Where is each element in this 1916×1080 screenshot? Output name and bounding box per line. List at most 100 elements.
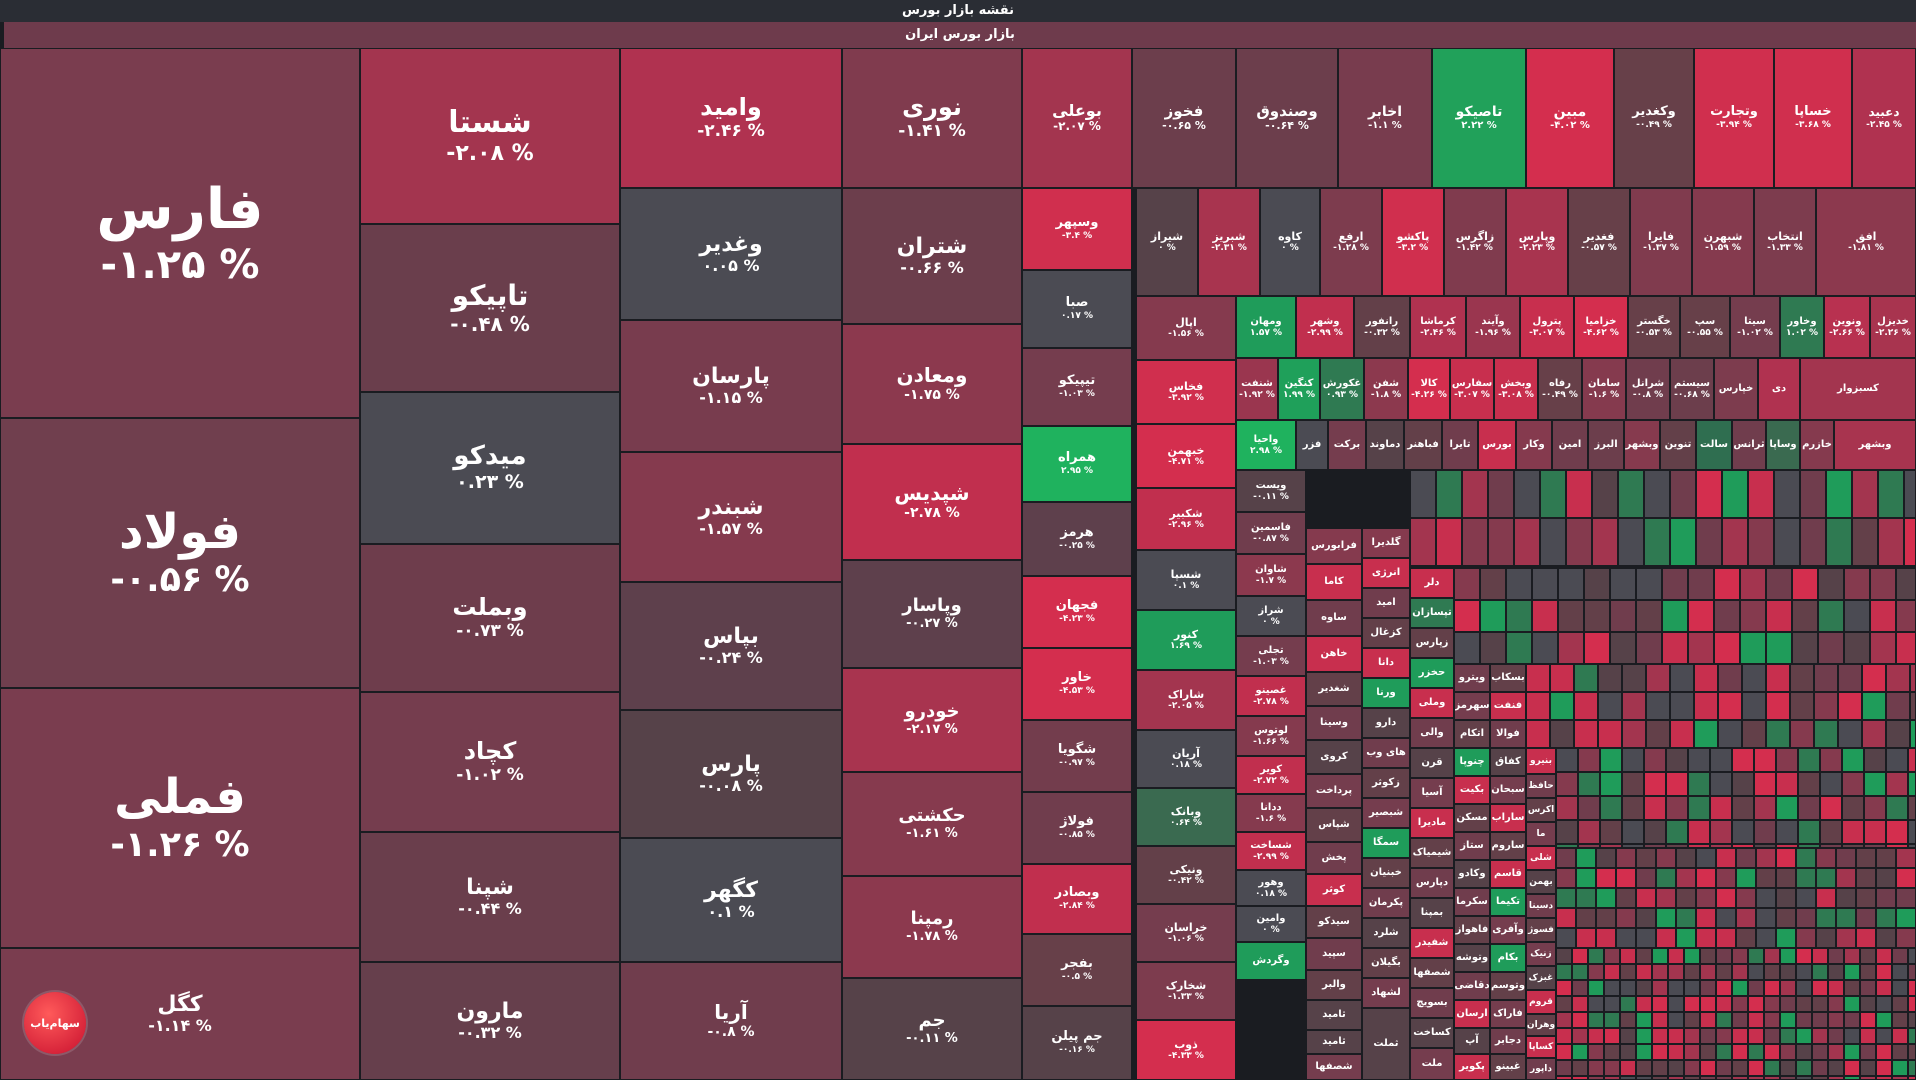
small-stock-tile[interactable]: [1816, 888, 1836, 908]
stock-tile[interactable]: بسکاب: [1490, 664, 1526, 692]
small-stock-tile[interactable]: [1556, 1028, 1572, 1044]
stock-tile[interactable]: ونیکی -۰.۴۲ %: [1136, 846, 1236, 904]
small-stock-tile[interactable]: [1436, 566, 1462, 568]
small-stock-tile[interactable]: [1700, 996, 1716, 1012]
small-stock-tile[interactable]: [1646, 720, 1670, 748]
small-stock-tile[interactable]: [1754, 748, 1776, 772]
small-stock-tile[interactable]: [1908, 948, 1916, 964]
small-stock-tile[interactable]: [1820, 796, 1842, 820]
stock-tile[interactable]: ذوب -۴.۳۳ %: [1136, 1020, 1236, 1080]
small-stock-tile[interactable]: [1796, 908, 1816, 928]
small-stock-tile[interactable]: [1764, 1076, 1780, 1080]
small-stock-tile[interactable]: [1860, 1044, 1876, 1060]
small-stock-tile[interactable]: [1826, 518, 1852, 566]
small-stock-tile[interactable]: [1722, 470, 1748, 518]
small-stock-tile[interactable]: [1892, 980, 1908, 996]
stock-tile[interactable]: قروم: [1526, 990, 1556, 1014]
small-stock-tile[interactable]: [1620, 980, 1636, 996]
small-stock-tile[interactable]: [1540, 518, 1566, 566]
stock-tile[interactable]: وغدیر ۰.۰۵ %: [620, 188, 842, 320]
small-stock-tile[interactable]: [1436, 518, 1462, 566]
small-stock-tile[interactable]: [1776, 908, 1796, 928]
small-stock-tile[interactable]: [1764, 948, 1780, 964]
small-stock-tile[interactable]: [1716, 964, 1732, 980]
stock-tile[interactable]: دانا: [1362, 648, 1410, 678]
small-stock-tile[interactable]: [1636, 1044, 1652, 1060]
small-stock-tile[interactable]: [1688, 820, 1710, 844]
small-stock-tile[interactable]: [1576, 888, 1596, 908]
small-stock-tile[interactable]: [1796, 1060, 1812, 1076]
small-stock-tile[interactable]: [1700, 980, 1716, 996]
small-stock-tile[interactable]: [1710, 820, 1732, 844]
small-stock-tile[interactable]: [1622, 796, 1644, 820]
stock-tile[interactable]: دجابر: [1490, 1028, 1526, 1054]
stock-tile[interactable]: فرابورس: [1306, 528, 1362, 564]
small-stock-tile[interactable]: [1886, 820, 1908, 844]
small-stock-tile[interactable]: [1886, 772, 1908, 796]
small-stock-tile[interactable]: [1670, 692, 1694, 720]
small-stock-tile[interactable]: [1876, 1028, 1892, 1044]
small-stock-tile[interactable]: [1826, 470, 1852, 518]
small-stock-tile[interactable]: [1556, 928, 1576, 948]
stock-tile[interactable]: پرداخت: [1306, 774, 1362, 808]
stock-tile[interactable]: لشهاد: [1362, 978, 1410, 1008]
small-stock-tile[interactable]: [1732, 1044, 1748, 1060]
small-stock-tile[interactable]: [1600, 772, 1622, 796]
stock-tile[interactable]: وتوشه: [1454, 944, 1490, 972]
small-stock-tile[interactable]: [1610, 632, 1636, 664]
small-stock-tile[interactable]: [1688, 844, 1710, 848]
small-stock-tile[interactable]: [1860, 1076, 1876, 1080]
small-stock-tile[interactable]: [1748, 996, 1764, 1012]
stock-tile[interactable]: والی: [1410, 718, 1454, 748]
small-stock-tile[interactable]: [1556, 848, 1576, 868]
small-stock-tile[interactable]: [1816, 928, 1836, 948]
small-stock-tile[interactable]: [1818, 600, 1844, 632]
small-stock-tile[interactable]: [1776, 796, 1798, 820]
small-stock-tile[interactable]: [1540, 566, 1566, 568]
stock-tile[interactable]: بکیت: [1454, 776, 1490, 804]
small-stock-tile[interactable]: [1636, 1028, 1652, 1044]
stock-tile[interactable]: وبشهر: [1834, 420, 1916, 470]
stock-tile[interactable]: آریان ۰.۱۸ %: [1136, 730, 1236, 788]
small-stock-tile[interactable]: [1576, 868, 1596, 888]
stock-tile[interactable]: فوالا: [1490, 720, 1526, 748]
small-stock-tile[interactable]: [1764, 1060, 1780, 1076]
stock-tile[interactable]: امین: [1552, 420, 1588, 470]
small-stock-tile[interactable]: [1748, 964, 1764, 980]
small-stock-tile[interactable]: [1904, 518, 1916, 566]
small-stock-tile[interactable]: [1896, 568, 1916, 600]
small-stock-tile[interactable]: [1578, 772, 1600, 796]
small-stock-tile[interactable]: [1774, 566, 1800, 568]
small-stock-tile[interactable]: [1566, 470, 1592, 518]
small-stock-tile[interactable]: [1892, 964, 1908, 980]
small-stock-tile[interactable]: [1842, 820, 1864, 844]
stock-tile[interactable]: پارسان -۱.۱۵ %: [620, 320, 842, 452]
stock-tile[interactable]: وملی: [1410, 688, 1454, 718]
small-stock-tile[interactable]: [1870, 600, 1896, 632]
small-stock-tile[interactable]: [1588, 1028, 1604, 1044]
small-stock-tile[interactable]: [1716, 996, 1732, 1012]
small-stock-tile[interactable]: [1836, 848, 1856, 868]
stock-tile[interactable]: خدیزل -۲.۲۶ %: [1870, 296, 1916, 358]
small-stock-tile[interactable]: [1754, 796, 1776, 820]
stock-tile[interactable]: حخزر: [1410, 658, 1454, 688]
stock-tile[interactable]: خپارس: [1714, 358, 1758, 420]
stock-tile[interactable]: بمپنا: [1410, 898, 1454, 928]
stock-tile[interactable]: کالا -۴.۲۶ %: [1408, 358, 1450, 420]
small-stock-tile[interactable]: [1798, 772, 1820, 796]
small-stock-tile[interactable]: [1732, 1028, 1748, 1044]
stock-tile[interactable]: وتوسم: [1490, 972, 1526, 1000]
small-stock-tile[interactable]: [1754, 844, 1776, 848]
small-stock-tile[interactable]: [1836, 888, 1856, 908]
stock-tile[interactable]: صبا ۰.۱۷ %: [1022, 270, 1132, 348]
stock-tile[interactable]: وصندوق -۰.۶۴ %: [1236, 48, 1338, 188]
small-stock-tile[interactable]: [1616, 868, 1636, 888]
small-stock-tile[interactable]: [1716, 1060, 1732, 1076]
stock-tile[interactable]: فاراک: [1490, 1000, 1526, 1028]
small-stock-tile[interactable]: [1410, 470, 1436, 518]
stock-tile[interactable]: چنوپا: [1454, 748, 1490, 776]
stock-tile[interactable]: رفاه -۰.۴۹ %: [1538, 358, 1582, 420]
small-stock-tile[interactable]: [1844, 1060, 1860, 1076]
stock-tile[interactable]: خودرو -۲.۱۷ %: [842, 668, 1022, 772]
stock-tile[interactable]: سالت: [1696, 420, 1732, 470]
